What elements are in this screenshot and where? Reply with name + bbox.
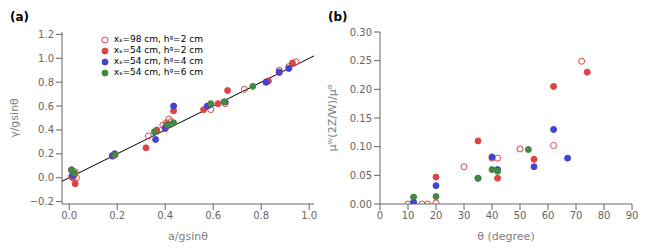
svg-text:0.00: 0.00 bbox=[350, 199, 372, 210]
svg-text:0.25: 0.25 bbox=[350, 55, 372, 66]
svg-text:μᵂ(2Z/W)/μᴮ: μᵂ(2Z/W)/μᴮ bbox=[326, 84, 339, 151]
svg-text:0.30: 0.30 bbox=[350, 27, 372, 38]
svg-text:10: 10 bbox=[402, 210, 415, 221]
svg-text:0.4: 0.4 bbox=[157, 210, 173, 221]
html-text:xₛ=98 cm, hᵍ=2 cm: xₛ=98 cm, hᵍ=2 cm bbox=[113, 34, 203, 44]
svg-text:a/gsinθ: a/gsinθ bbox=[168, 230, 208, 243]
svg-text:0.4: 0.4 bbox=[38, 124, 54, 135]
svg-text:80: 80 bbox=[598, 210, 611, 221]
svg-text:0.20: 0.20 bbox=[350, 84, 372, 95]
svg-text:1.2: 1.2 bbox=[38, 29, 54, 40]
html-text:xₛ=54 cm, hᵍ=2 cm: xₛ=54 cm, hᵍ=2 cm bbox=[113, 45, 203, 55]
svg-text:30: 30 bbox=[458, 210, 471, 221]
svg-text:0: 0 bbox=[377, 210, 383, 221]
svg-text:70: 70 bbox=[570, 210, 583, 221]
svg-text:0.0: 0.0 bbox=[61, 210, 77, 221]
svg-text:0.05: 0.05 bbox=[350, 170, 372, 181]
svg-text:90: 90 bbox=[626, 210, 639, 221]
svg-text:1.0: 1.0 bbox=[38, 53, 54, 64]
svg-text:0.0: 0.0 bbox=[38, 172, 54, 183]
svg-text:0.8: 0.8 bbox=[253, 210, 269, 221]
svg-text:0.15: 0.15 bbox=[350, 113, 372, 124]
svg-text:60: 60 bbox=[542, 210, 555, 221]
svg-text:0.8: 0.8 bbox=[38, 77, 54, 88]
svg-text:0.2: 0.2 bbox=[38, 148, 54, 159]
svg-text:θ (degree): θ (degree) bbox=[477, 230, 534, 243]
svg-text:−0.2: −0.2 bbox=[30, 196, 54, 207]
svg-text:γ/gsinθ: γ/gsinθ bbox=[8, 98, 21, 138]
svg-text:50: 50 bbox=[514, 210, 527, 221]
svg-text:0.2: 0.2 bbox=[109, 210, 125, 221]
svg-text:20: 20 bbox=[430, 210, 443, 221]
svg-text:1.0: 1.0 bbox=[301, 210, 317, 221]
svg-text:0.6: 0.6 bbox=[38, 101, 54, 112]
html-text:(b): (b) bbox=[328, 10, 348, 24]
html-text:xₛ=54 cm, hᵍ=4 cm: xₛ=54 cm, hᵍ=4 cm bbox=[113, 56, 203, 66]
html-text:xₛ=54 cm, hᵍ=6 cm: xₛ=54 cm, hᵍ=6 cm bbox=[113, 67, 203, 77]
svg-text:0.10: 0.10 bbox=[350, 141, 372, 152]
svg-text:40: 40 bbox=[486, 210, 499, 221]
html-text:(a): (a) bbox=[10, 10, 30, 24]
svg-text:0.6: 0.6 bbox=[205, 210, 221, 221]
